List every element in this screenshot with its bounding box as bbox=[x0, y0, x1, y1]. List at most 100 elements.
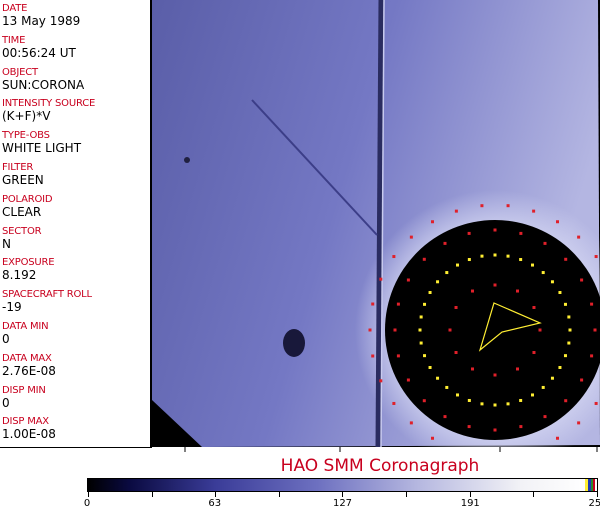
red-marker bbox=[406, 278, 410, 282]
yellow-marker bbox=[506, 402, 510, 406]
red-marker bbox=[409, 421, 413, 425]
yellow-marker bbox=[456, 263, 459, 267]
colorbar-tick bbox=[278, 492, 280, 497]
yellow-marker bbox=[419, 315, 423, 319]
colorbar-tick bbox=[533, 492, 535, 497]
red-marker bbox=[516, 367, 519, 371]
colorbar-tick bbox=[406, 492, 407, 497]
red-marker bbox=[443, 241, 447, 245]
red-marker bbox=[409, 235, 413, 239]
field-label: OBJECT bbox=[2, 66, 38, 78]
red-marker bbox=[431, 220, 434, 224]
dust-spot bbox=[184, 157, 190, 163]
red-marker bbox=[454, 351, 458, 354]
red-marker bbox=[396, 302, 400, 306]
colorbar-tick-label: 255 bbox=[588, 498, 600, 509]
pylon-edge bbox=[380, 0, 385, 447]
field-polaroid: POLAROID CLEAR bbox=[2, 194, 53, 219]
yellow-marker bbox=[550, 280, 554, 284]
field-value: 00:56:24 UT bbox=[2, 45, 76, 60]
yellow-marker bbox=[531, 393, 534, 397]
red-marker bbox=[422, 257, 426, 261]
field-value: WHITE LIGHT bbox=[2, 141, 82, 156]
colorbar bbox=[87, 478, 598, 497]
yellow-marker bbox=[550, 376, 554, 380]
red-marker bbox=[454, 209, 458, 213]
red-marker bbox=[379, 379, 383, 383]
field-value: -19 bbox=[2, 300, 22, 315]
field-value: CLEAR bbox=[2, 204, 42, 219]
red-marker bbox=[590, 354, 594, 358]
yellow-marker bbox=[519, 258, 523, 262]
red-marker bbox=[392, 255, 396, 259]
field-type-obs: TYPE-OBS WHITE LIGHT bbox=[2, 130, 81, 155]
field-label: TIME bbox=[2, 34, 26, 46]
red-marker bbox=[443, 415, 447, 419]
field-data-max: DATA MAX 2.76E-08 bbox=[2, 353, 56, 378]
occulter-pylon bbox=[375, 0, 384, 447]
yellow-marker bbox=[467, 258, 471, 262]
red-marker bbox=[471, 289, 474, 293]
red-marker bbox=[431, 436, 434, 440]
field-object: OBJECT SUN:CORONA bbox=[2, 67, 84, 92]
red-marker bbox=[532, 351, 536, 354]
field-disp-max: DISP MAX 1.00E-08 bbox=[2, 416, 56, 441]
field-intensity-source: INTENSITY SOURCE (K+F)*V bbox=[2, 98, 95, 123]
yellow-marker bbox=[541, 271, 545, 275]
red-marker bbox=[406, 378, 410, 382]
red-marker bbox=[480, 204, 484, 208]
colorbar-tick-label: 191 bbox=[460, 498, 480, 509]
red-marker bbox=[516, 289, 519, 293]
red-marker bbox=[564, 399, 568, 403]
red-marker bbox=[371, 354, 375, 358]
red-marker bbox=[471, 367, 474, 371]
red-marker bbox=[538, 328, 542, 332]
red-marker bbox=[396, 354, 400, 358]
field-exposure: EXPOSURE 8.192 bbox=[2, 257, 55, 282]
red-marker bbox=[368, 328, 372, 332]
red-marker bbox=[519, 425, 523, 429]
yellow-marker bbox=[480, 402, 484, 406]
red-marker bbox=[422, 399, 426, 403]
red-marker bbox=[580, 378, 584, 382]
red-marker bbox=[590, 302, 594, 306]
red-marker bbox=[577, 421, 581, 425]
red-marker bbox=[543, 241, 547, 245]
field-value: 0 bbox=[2, 332, 10, 346]
colorbar-tick-label: 63 bbox=[208, 498, 222, 509]
yellow-marker bbox=[423, 302, 427, 306]
sun-outline bbox=[478, 302, 542, 352]
yellow-marker bbox=[467, 398, 471, 402]
colorbar-tick bbox=[215, 492, 217, 497]
coronagraph-image bbox=[152, 0, 600, 447]
instrument-title: HAO SMM Coronagraph bbox=[280, 456, 480, 476]
red-marker bbox=[543, 415, 547, 419]
field-data-min: DATA MIN 0 bbox=[2, 321, 49, 346]
red-marker bbox=[519, 231, 523, 235]
field-time: TIME 00:56:24 UT bbox=[2, 35, 76, 60]
yellow-marker bbox=[493, 253, 497, 257]
field-value: 0 bbox=[2, 395, 10, 410]
red-marker bbox=[493, 373, 497, 377]
field-value: 1.00E-08 bbox=[2, 427, 56, 442]
red-marker bbox=[379, 277, 383, 281]
yellow-marker bbox=[428, 291, 432, 294]
red-marker bbox=[532, 306, 536, 309]
colorbar-tick bbox=[596, 492, 598, 497]
field-value: 2.76E-08 bbox=[2, 363, 56, 378]
yellow-marker bbox=[541, 385, 545, 389]
red-marker bbox=[532, 209, 536, 213]
red-marker bbox=[467, 425, 471, 429]
yellow-marker bbox=[531, 263, 534, 267]
field-label: FILTER bbox=[2, 162, 34, 173]
field-value: N bbox=[2, 236, 11, 251]
yellow-marker bbox=[418, 328, 422, 332]
red-marker bbox=[556, 220, 559, 224]
red-marker bbox=[506, 204, 510, 208]
red-marker bbox=[393, 328, 397, 332]
field-label: SECTOR bbox=[2, 225, 42, 237]
red-marker bbox=[594, 255, 598, 259]
red-marker bbox=[580, 278, 584, 282]
red-marker bbox=[493, 428, 497, 432]
field-label: INTENSITY SOURCE bbox=[2, 98, 96, 110]
